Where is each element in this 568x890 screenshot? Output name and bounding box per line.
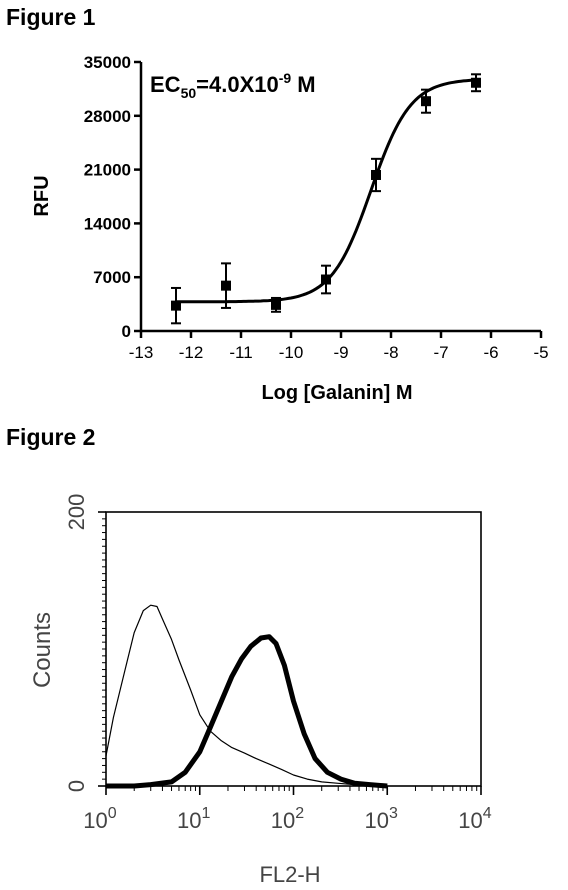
- figure-1-data-point: [321, 274, 331, 285]
- figure-2-x-tick-label: 101: [177, 805, 210, 833]
- figure-2-y-tick-label: 0: [64, 780, 89, 792]
- figure-1-data-point: [271, 299, 281, 310]
- figure-1-y-tick-label: 28000: [84, 107, 131, 126]
- figure-1-data-point: [221, 280, 231, 291]
- figure-2-x-tick-label: 102: [271, 805, 304, 833]
- figure-1-x-tick-label: -6: [483, 343, 498, 362]
- figure-1-x-tick-label: -8: [383, 343, 398, 362]
- figure-2-axes: 0 200 100 101 102 103 104: [64, 494, 492, 833]
- figure-1-y-tick-label: 21000: [84, 161, 131, 180]
- figure-2-thick-histogram: [106, 634, 388, 789]
- figure-1-data-point: [171, 300, 181, 311]
- figure-2-x-tick-label: 104: [458, 805, 491, 833]
- figure-1-y-tick-label: 7000: [93, 268, 131, 287]
- figure-1-y-tick-label: 0: [122, 322, 131, 341]
- figure-1-y-tick-label: 35000: [84, 53, 131, 72]
- figure-2-x-tick-label: 100: [83, 805, 116, 833]
- figure-2-plot-frame: [105, 511, 482, 787]
- figure-1-data-points: [171, 73, 481, 325]
- figure-2-y-tick-label: 200: [64, 494, 89, 531]
- figure-1-x-tick-label: -5: [533, 343, 548, 362]
- figure-1-data-point: [421, 96, 431, 107]
- figure-1-y-axis-label: RFU: [31, 175, 53, 216]
- figure-1-x-tick-label: -9: [333, 343, 348, 362]
- figure-1-x-tick-label: -10: [279, 343, 304, 362]
- figure-1-axes: -13 -12 -11 -10 -9 -8 -7 -6 -5 0 7000 14000 21000 280…: [84, 53, 549, 362]
- figure-2-thin-histogram: [105, 604, 373, 787]
- figure-1-title: Figure 1: [6, 4, 96, 30]
- figure-2-histograms: [105, 604, 388, 789]
- figure-1-data-point: [471, 77, 481, 88]
- figure-2-title: Figure 2: [6, 424, 96, 450]
- figure-1-x-tick-label: -12: [179, 343, 204, 362]
- figure-1-x-tick-label: -11: [229, 343, 252, 362]
- figure-2-x-tick-label: 103: [365, 805, 398, 833]
- figure-1-x-tick-label: -13: [129, 343, 154, 362]
- figure-2-x-axis-label: FL2-H: [259, 862, 320, 887]
- figure-1-data-point: [371, 169, 381, 180]
- figure-2-y-axis-label: Counts: [29, 612, 56, 688]
- figure-1-x-tick-label: -7: [433, 343, 448, 362]
- figure-1-chart: -13 -12 -11 -10 -9 -8 -7 -6 -5 0 7000 14000 21000 280…: [31, 53, 549, 404]
- ec50-annotation: EC50=4.0X10-9 M: [150, 70, 316, 101]
- figure-1-y-tick-label: 14000: [84, 214, 131, 233]
- figure-2-chart: 0 200 100 101 102 103 104 FL2-H Counts: [29, 494, 492, 887]
- figure-1-x-axis-label: Log [Galanin] M: [261, 382, 412, 404]
- figure-2-plot-border: [105, 511, 482, 787]
